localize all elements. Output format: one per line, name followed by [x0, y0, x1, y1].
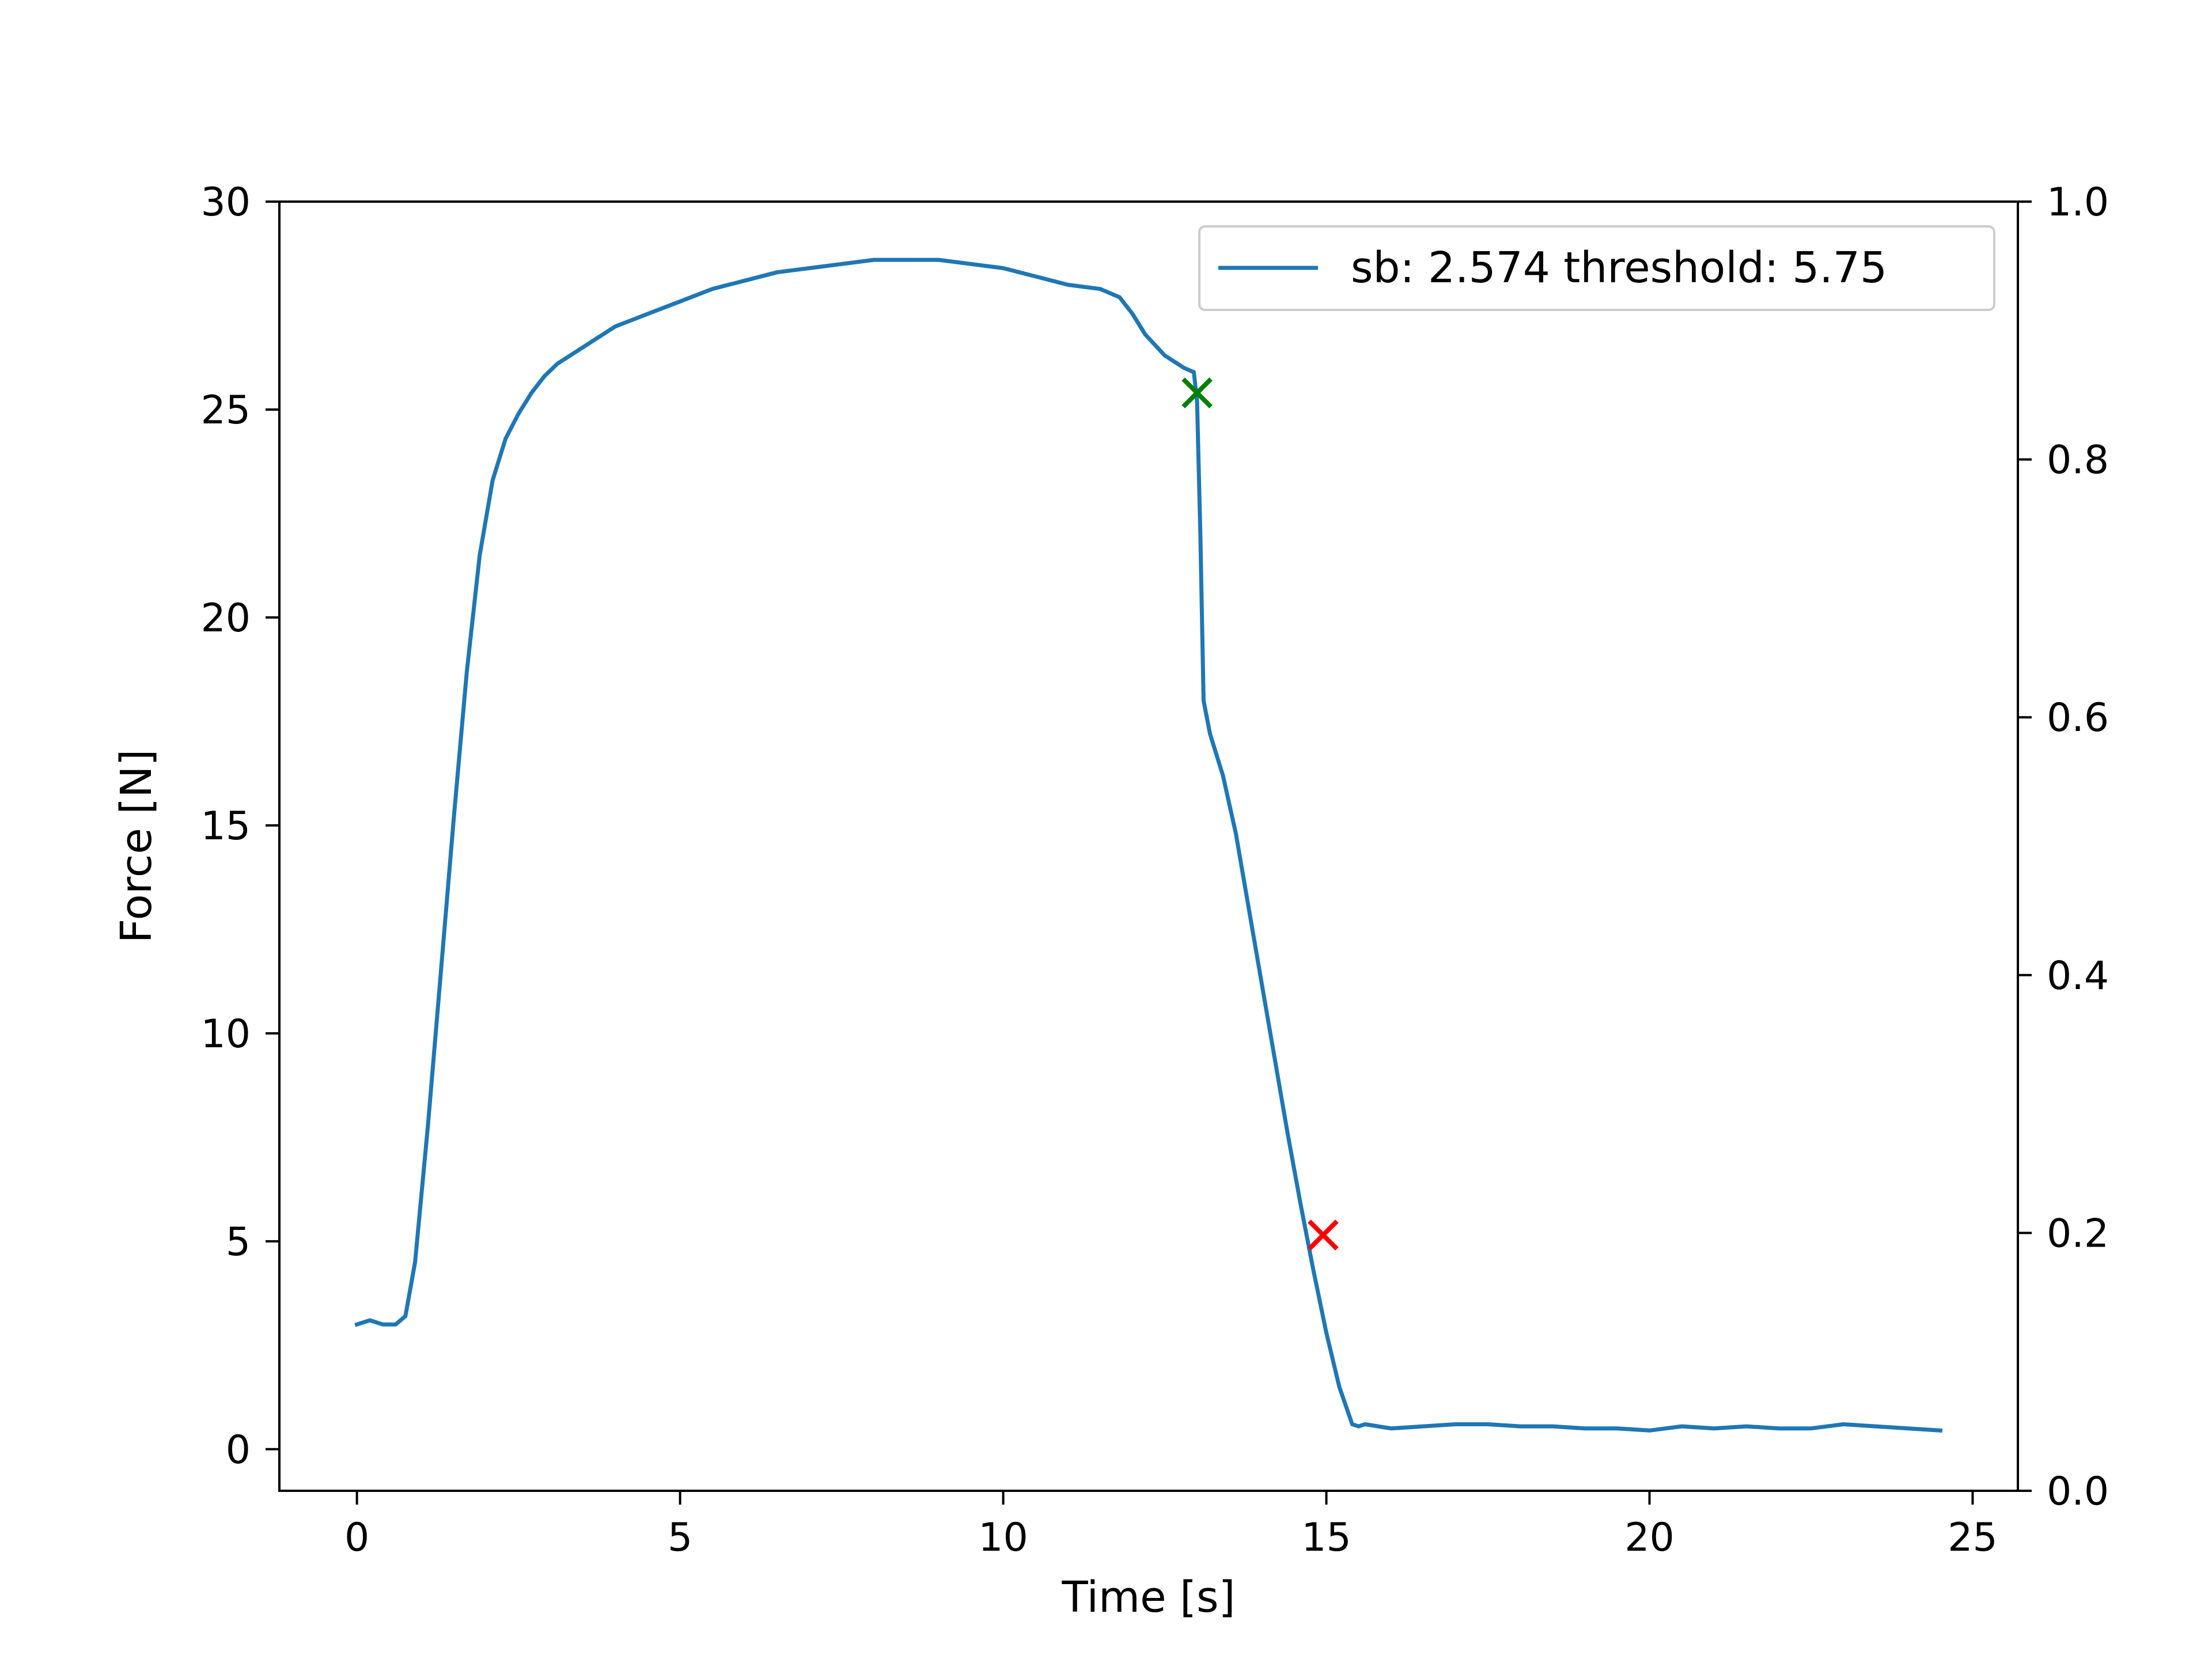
axes-frame [278, 200, 2019, 1492]
green-x-marker [1181, 377, 1213, 408]
y-tick-label: 25 [200, 388, 251, 433]
y2-tick-label: 0.4 [2047, 953, 2109, 999]
y2-tick-label: 0.8 [2047, 438, 2109, 483]
series-line [354, 257, 1943, 1433]
marker-stroke [1181, 377, 1213, 408]
x-axis-ticks: 0 5 10 15 20 25 [344, 1491, 1998, 1560]
legend-box [1198, 225, 1995, 311]
marker-stroke [1308, 1219, 1339, 1251]
legend: sb: 2.574 threshold: 5.75 [1198, 225, 1995, 311]
legend-entry: sb: 2.574 threshold: 5.75 [1351, 243, 1887, 293]
y-tick-label: 20 [200, 596, 251, 641]
y-tick-label: 0 [226, 1427, 251, 1473]
y2-axis-ticks: 0.0 0.2 0.4 0.6 0.8 1.0 [2018, 180, 2109, 1514]
red-x-marker [1308, 1219, 1339, 1251]
x-tick-label: 15 [1301, 1515, 1351, 1560]
y2-tick-label: 0.0 [2047, 1469, 2109, 1514]
y-tick-label: 15 [200, 804, 251, 849]
plot-series [354, 257, 1943, 1433]
x-tick-label: 20 [1624, 1515, 1675, 1560]
y2-tick-label: 1.0 [2047, 180, 2109, 225]
x-tick-label: 0 [344, 1515, 369, 1560]
y-tick-label: 30 [200, 180, 251, 225]
x-tick-label: 5 [668, 1515, 692, 1560]
x-axis-label: Time [s] [1062, 1573, 1236, 1622]
y-tick-label: 5 [226, 1219, 251, 1265]
y-axis-label: Force [N] [112, 749, 161, 944]
x-tick-label: 10 [978, 1515, 1028, 1560]
y-axis-ticks: 0 5 10 15 20 25 30 [200, 180, 279, 1473]
y2-tick-label: 0.2 [2047, 1211, 2109, 1256]
x-tick-label: 25 [1948, 1515, 1998, 1560]
y2-tick-label: 0.6 [2047, 695, 2109, 741]
y-tick-label: 10 [200, 1012, 251, 1057]
plot-markers [1181, 377, 1339, 1251]
